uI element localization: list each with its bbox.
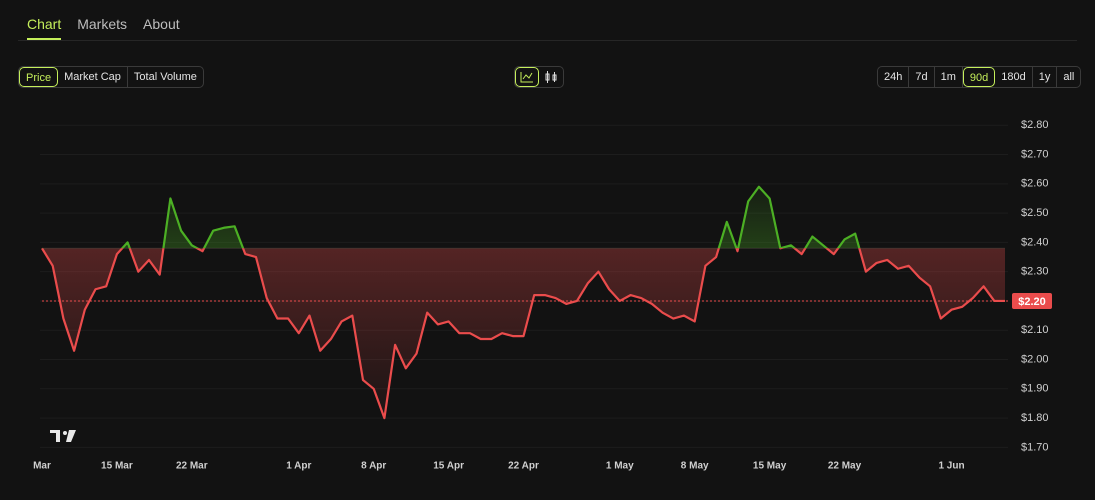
y-tick-label: $2.30 xyxy=(1021,266,1049,278)
area-down xyxy=(42,248,1005,419)
y-tick-label: $1.80 xyxy=(1021,412,1049,424)
x-tick-label: 1 Apr xyxy=(286,461,311,472)
x-tick-label: 1 May xyxy=(606,461,634,472)
x-tick-label: 8 May xyxy=(681,461,709,472)
range-group: 24h 7d 1m 90d 180d 1y all xyxy=(877,66,1082,88)
tab[interactable]: Chart xyxy=(27,16,62,40)
line-down xyxy=(41,248,1005,420)
tab-bar: Chart Markets About xyxy=(27,16,180,40)
x-tick-label: Mar xyxy=(33,461,51,472)
range-button[interactable]: 1y xyxy=(1033,67,1058,87)
y-tick-label: $2.70 xyxy=(1021,148,1049,160)
y-tick-label: $2.10 xyxy=(1021,324,1049,336)
y-tick-label: $1.70 xyxy=(1021,441,1049,453)
y-tick-label: $1.90 xyxy=(1021,383,1049,395)
x-tick-label: 22 May xyxy=(828,461,862,472)
divider xyxy=(18,40,1077,41)
y-tick-label: $2.00 xyxy=(1021,353,1049,365)
range-button[interactable]: 180d xyxy=(995,67,1033,87)
x-tick-label: 15 May xyxy=(753,461,787,472)
metric-button[interactable]: Market Cap xyxy=(58,67,128,87)
chart-style-group xyxy=(514,66,564,88)
line-chart-icon[interactable] xyxy=(515,67,539,87)
x-tick-label: 15 Mar xyxy=(101,461,133,472)
x-tick-label: 15 Apr xyxy=(433,461,464,472)
tab[interactable]: About xyxy=(143,16,180,32)
icon xyxy=(545,71,557,83)
range-button[interactable]: 90d xyxy=(962,67,996,87)
current-price-box xyxy=(1012,292,1052,309)
y-tick-label: $2.80 xyxy=(1021,119,1049,131)
metric-group: Price Market Cap Total Volume xyxy=(18,66,204,88)
x-tick-label: 22 Apr xyxy=(508,461,539,472)
x-tick-label: 8 Apr xyxy=(361,461,386,472)
tv-logo xyxy=(50,430,76,442)
x-tick-label: 22 Mar xyxy=(176,461,208,472)
candle-chart-icon[interactable] xyxy=(539,67,563,87)
line-up xyxy=(42,185,861,249)
range-button[interactable]: 7d xyxy=(909,67,935,87)
range-button[interactable]: all xyxy=(1063,71,1075,83)
tab[interactable]: Markets xyxy=(77,16,128,32)
icon xyxy=(520,72,533,83)
y-tick-label: $2.60 xyxy=(1021,178,1049,190)
y-tick-label: $2.40 xyxy=(1021,236,1049,248)
x-tick-label: 1 Jun xyxy=(938,461,964,472)
metric-button[interactable]: Total Volume xyxy=(133,71,197,83)
current-price-label: $2.20 xyxy=(1018,296,1046,308)
range-button[interactable]: 24h xyxy=(878,67,910,87)
y-tick-label: $2.50 xyxy=(1021,207,1049,219)
metric-button[interactable]: Price xyxy=(19,67,59,87)
range-button[interactable]: 1m xyxy=(935,67,963,87)
